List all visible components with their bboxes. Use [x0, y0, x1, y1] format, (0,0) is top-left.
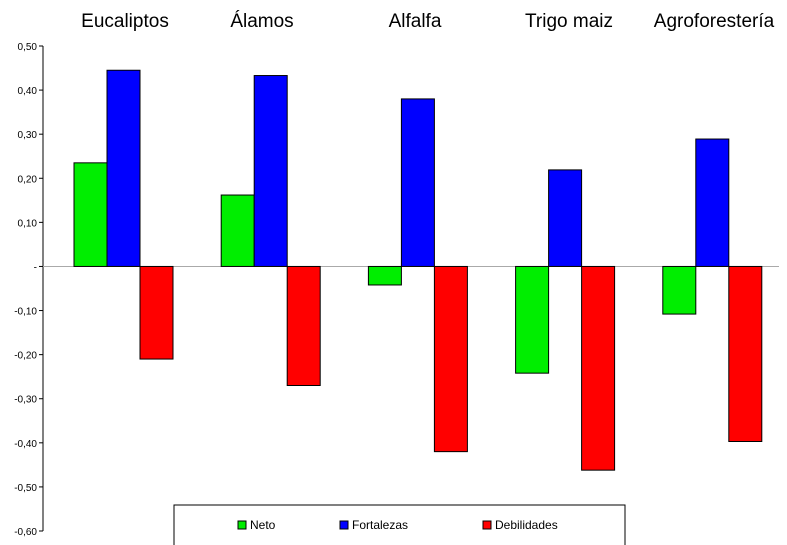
legend-swatch-neto — [237, 520, 247, 530]
bar-debilidades-2 — [286, 265, 321, 387]
y-tick-label: 0,50 — [18, 42, 38, 53]
category-label: Agroforestería — [654, 11, 775, 32]
y-axis: 0,50 0,40 0,30 0,20 0,10 - -0,10 -0,20 -0,30 -0,4… — [14, 42, 44, 538]
y-tick-label: 0,20 — [18, 174, 38, 185]
y-tick-label: 0,40 — [18, 86, 38, 97]
y-tick-label: -0,60 — [14, 527, 37, 538]
category-label: Álamos — [230, 11, 293, 32]
bar-neto-1 — [73, 162, 108, 267]
y-tick-label: - — [34, 262, 37, 273]
bar-fortalezas-4 — [548, 169, 583, 267]
legend-box — [173, 504, 626, 545]
legend-swatch-fortalezas — [339, 520, 349, 530]
category-labels: Eucaliptos Álamos Alfalfa Trigo maiz Agrofor… — [81, 11, 774, 32]
y-tick-label: -0,50 — [14, 483, 37, 494]
bar-fortalezas-1 — [106, 69, 141, 267]
y-tick-label: 0,10 — [18, 218, 38, 229]
bars — [43, 69, 779, 471]
bar-neto-3 — [367, 265, 402, 286]
legend-label-neto: Neto — [250, 518, 276, 532]
y-tick-label: 0,30 — [18, 130, 38, 141]
legend: Neto Fortalezas Debilidades — [173, 504, 626, 545]
bar-debilidades-1 — [139, 265, 174, 360]
y-tick-label: -0,10 — [14, 307, 37, 318]
category-label: Trigo maiz — [525, 11, 613, 32]
bar-neto-4 — [515, 265, 550, 374]
legend-swatch-debilidades — [482, 520, 492, 530]
bar-debilidades-4 — [581, 265, 616, 471]
bar-debilidades-5 — [728, 265, 763, 442]
category-label: Alfalfa — [389, 11, 442, 32]
category-label: Eucaliptos — [81, 11, 169, 32]
legend-label-fortalezas: Fortalezas — [352, 518, 408, 532]
bar-neto-2 — [220, 194, 255, 267]
bar-fortalezas-2 — [253, 75, 288, 267]
bar-debilidades-3 — [433, 265, 468, 453]
y-tick-label: -0,40 — [14, 439, 37, 450]
y-tick-label: -0,30 — [14, 395, 37, 406]
y-tick-label: -0,20 — [14, 351, 37, 362]
bar-fortalezas-3 — [400, 98, 435, 267]
legend-label-debilidades: Debilidades — [495, 518, 558, 532]
bar-neto-5 — [662, 265, 697, 315]
bar-fortalezas-5 — [695, 138, 730, 267]
